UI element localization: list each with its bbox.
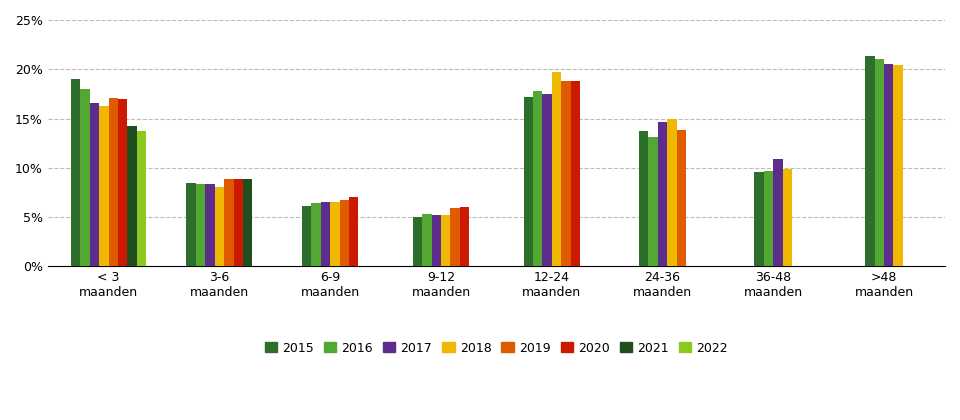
Bar — [186, 183, 196, 266]
Bar — [523, 97, 533, 266]
Bar — [330, 202, 340, 266]
Bar — [311, 203, 321, 266]
Bar — [243, 179, 252, 266]
Bar — [205, 184, 215, 266]
Bar — [432, 215, 441, 266]
Bar — [441, 215, 450, 266]
Bar — [552, 72, 562, 266]
Bar — [562, 81, 570, 266]
Bar — [71, 79, 81, 266]
Bar — [413, 217, 422, 266]
Bar — [782, 169, 792, 266]
Bar — [648, 137, 658, 266]
Bar — [875, 60, 884, 266]
Bar — [774, 159, 782, 266]
Bar — [667, 118, 677, 266]
Bar — [894, 66, 903, 266]
Bar — [865, 56, 875, 266]
Bar — [677, 131, 686, 266]
Bar — [570, 81, 580, 266]
Bar — [764, 171, 774, 266]
Bar — [422, 214, 432, 266]
Bar — [884, 64, 894, 266]
Bar — [542, 94, 552, 266]
Bar — [99, 106, 108, 266]
Bar — [137, 131, 146, 266]
Bar — [460, 207, 469, 266]
Bar — [639, 131, 648, 266]
Bar — [128, 126, 137, 266]
Bar — [340, 200, 349, 266]
Bar — [302, 206, 311, 266]
Bar — [321, 202, 330, 266]
Bar — [108, 98, 118, 266]
Bar — [81, 89, 90, 266]
Bar — [215, 186, 224, 266]
Legend: 2015, 2016, 2017, 2018, 2019, 2020, 2021, 2022: 2015, 2016, 2017, 2018, 2019, 2020, 2021… — [259, 337, 733, 360]
Bar — [196, 184, 205, 266]
Bar — [233, 179, 243, 266]
Bar — [90, 103, 99, 266]
Bar — [224, 179, 233, 266]
Bar — [450, 208, 460, 266]
Bar — [755, 172, 764, 266]
Bar — [658, 121, 667, 266]
Bar — [349, 197, 358, 266]
Bar — [533, 91, 542, 266]
Bar — [118, 99, 128, 266]
